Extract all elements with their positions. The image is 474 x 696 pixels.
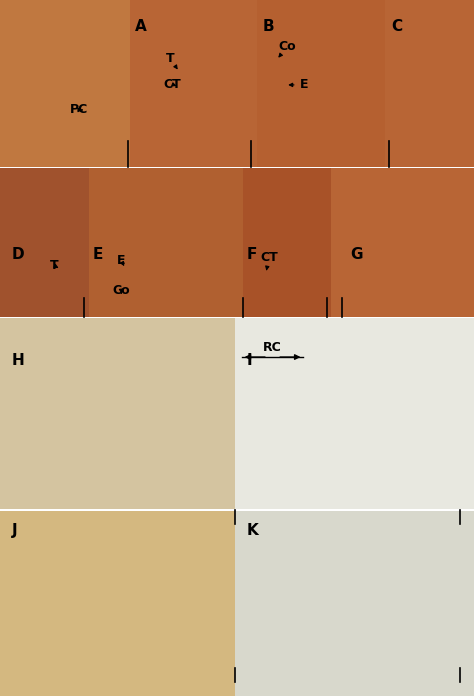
Bar [243, 168, 333, 317]
Text: K: K [246, 523, 258, 539]
Text: T: T [50, 260, 59, 272]
Bar [235, 511, 474, 696]
Text: A: A [135, 19, 147, 35]
Text: PC: PC [70, 104, 89, 116]
Text: G: G [350, 247, 362, 262]
Text: CT: CT [260, 251, 278, 270]
Text: J: J [12, 523, 18, 539]
Text: E: E [117, 255, 126, 267]
Text: C: C [391, 19, 402, 35]
Text: Co: Co [279, 40, 296, 57]
Bar [0, 318, 237, 509]
Text: E: E [92, 247, 103, 262]
Text: I: I [246, 353, 252, 368]
Text: F: F [246, 247, 257, 262]
Bar [0, 511, 237, 696]
Text: B: B [263, 19, 275, 35]
Text: H: H [12, 353, 25, 368]
Bar [235, 318, 474, 509]
Bar [130, 0, 260, 167]
Text: CT: CT [163, 78, 181, 90]
Bar [0, 168, 91, 317]
Text: Co: Co [112, 284, 130, 296]
Text: RC: RC [263, 341, 282, 354]
Bar [331, 168, 474, 317]
Bar [0, 0, 133, 167]
Bar [89, 168, 246, 317]
Bar [385, 0, 474, 167]
Text: D: D [12, 247, 25, 262]
Text: T: T [166, 52, 177, 69]
Text: E: E [289, 79, 308, 91]
Bar [257, 0, 388, 167]
